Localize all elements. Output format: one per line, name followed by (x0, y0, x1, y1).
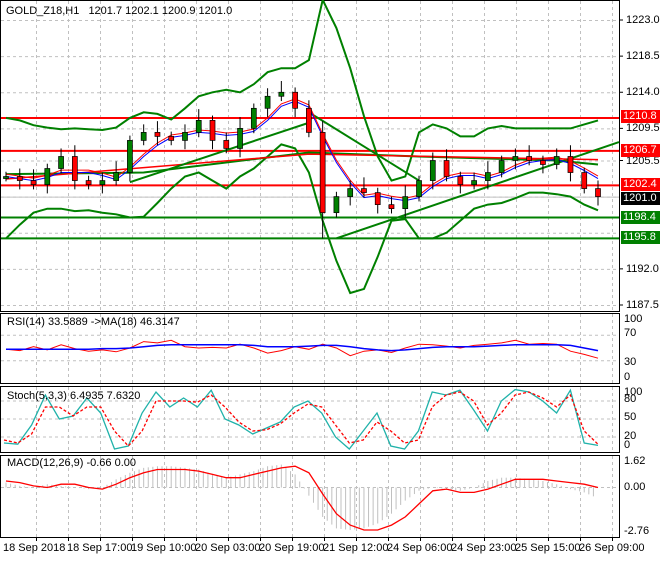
candle (58, 148, 64, 174)
candle (526, 145, 533, 166)
candle (553, 148, 560, 170)
resistance-tag-2: 1206.7 (621, 144, 660, 157)
candle (209, 115, 216, 150)
candle (292, 87, 298, 118)
candle (223, 132, 230, 154)
macd-tick: -2.76 (624, 525, 650, 537)
price-tick: 1209.5 (626, 122, 660, 134)
candle (512, 148, 519, 170)
support-tag-2: 1195.8 (621, 231, 660, 244)
rsi-tick: 70 (624, 327, 637, 339)
candle (250, 103, 257, 134)
candle (154, 121, 161, 146)
candle (457, 171, 464, 194)
candle (388, 196, 395, 214)
price-tick: 1214.0 (626, 86, 660, 98)
time-label: 24 Sep 23:00 (451, 542, 517, 554)
time-label: 26 Sep 09:00 (579, 542, 645, 554)
candle (85, 175, 92, 190)
time-label: 19 Sep 10:00 (131, 542, 197, 554)
ohlc-values: 1201.7 1202.1 1200.9 1201.0 (88, 5, 233, 17)
time-label: 18 Sep 17:00 (67, 542, 133, 554)
price-tick: 1192.0 (626, 263, 659, 275)
candle (374, 187, 381, 214)
candle (16, 168, 23, 190)
candle (416, 175, 422, 202)
candle (44, 163, 51, 194)
resistance-tag-1: 1210.8 (621, 110, 660, 123)
candle (443, 149, 450, 182)
time-label: 21 Sep 12:00 (323, 542, 389, 554)
stoch-tick: 80 (624, 393, 637, 405)
rsi-title: RSI(14) 33.5889 ->MA(18) 46.3147 (7, 316, 180, 328)
time-label: 20 Sep 03:00 (195, 542, 261, 554)
current-price-tag: 1201.0 (621, 192, 660, 205)
candle (471, 172, 477, 190)
resistance-tag-3: 1202.4 (621, 178, 660, 191)
rsi-tick: 0 (624, 371, 631, 383)
time-label: 25 Sep 15:00 (515, 542, 581, 554)
candle (361, 177, 367, 198)
price-tick: 1187.5 (626, 299, 659, 311)
price-tick: 1223.0 (626, 14, 660, 26)
support-tag-1: 1198.4 (621, 211, 660, 224)
symbol-label: GOLD_Z18,H1 (6, 5, 80, 17)
candle (567, 145, 574, 182)
candle (319, 121, 326, 239)
candle (30, 169, 37, 190)
candle (113, 161, 119, 186)
candle (99, 172, 106, 194)
candle (595, 180, 601, 206)
candle (140, 124, 147, 146)
macd-tick: 0.00 (624, 481, 646, 493)
time-label: 24 Sep 06:00 (387, 542, 453, 554)
candle (540, 155, 546, 174)
candle (333, 191, 340, 218)
rsi-tick: 30 (624, 356, 637, 368)
candle (127, 135, 133, 182)
candle (264, 88, 271, 118)
macd-title: MACD(12,26,9) -0.66 0.00 (7, 457, 137, 469)
candle (402, 185, 409, 218)
candle (278, 81, 285, 102)
stoch-tick: 50 (624, 411, 637, 423)
candle (485, 161, 491, 190)
candle (306, 100, 312, 138)
candle (237, 117, 243, 158)
stoch-tick: 0 (624, 439, 631, 451)
candle (581, 167, 588, 194)
stoch-title: Stoch(5,3,3) 6.4935 7.6320 (7, 390, 141, 402)
stoch-tick: 20 (624, 430, 637, 442)
time-label: 20 Sep 19:00 (259, 542, 325, 554)
time-label: 18 Sep 2018 (3, 542, 66, 554)
candle (168, 131, 175, 146)
price-tick: 1218.5 (626, 50, 660, 62)
macd-tick: 1.62 (624, 455, 646, 467)
candle (347, 180, 354, 206)
candle (429, 152, 436, 190)
price-tick: 1205.5 (626, 155, 660, 167)
main-panel[interactable] (0, 0, 620, 312)
candle (71, 145, 78, 190)
candle (195, 109, 202, 138)
rsi-tick: 100 (624, 313, 643, 325)
candle (3, 171, 9, 182)
stoch-tick: 100 (624, 386, 643, 398)
candle (498, 155, 505, 178)
candle (182, 124, 188, 150)
chart-title: GOLD_Z18,H1 1201.7 1202.1 1200.9 1201.0 (6, 5, 232, 17)
